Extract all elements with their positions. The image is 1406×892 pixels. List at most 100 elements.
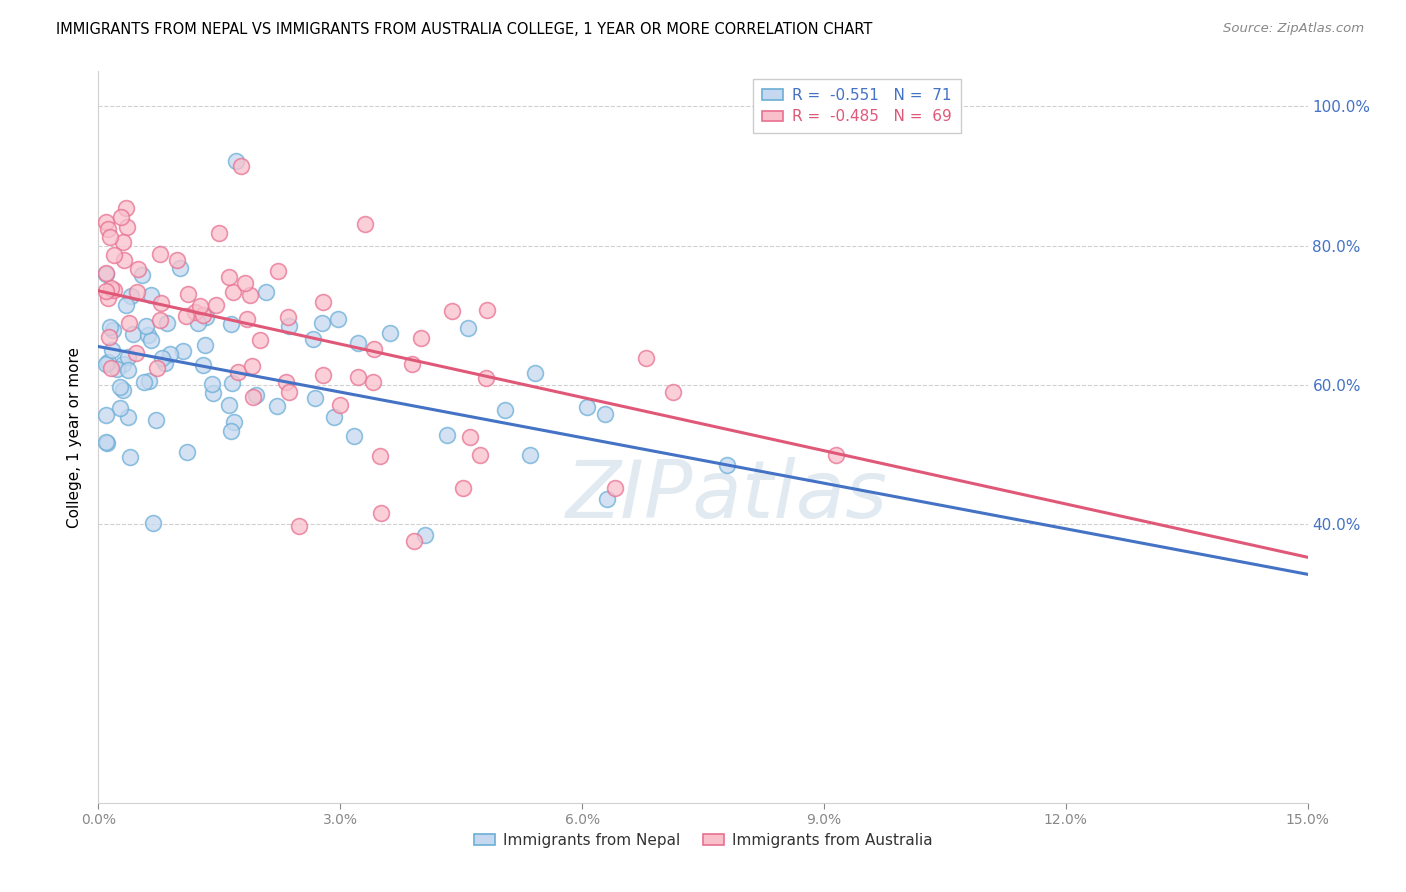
Point xyxy=(603,481,626,495)
Point xyxy=(322,410,344,425)
Point xyxy=(96,357,118,371)
Point xyxy=(304,391,326,405)
Point xyxy=(328,312,350,326)
Point xyxy=(277,310,299,324)
Point xyxy=(112,235,135,249)
Point xyxy=(221,285,243,299)
Point xyxy=(329,398,352,412)
Text: ZIPatlas: ZIPatlas xyxy=(567,457,889,534)
Point xyxy=(110,210,132,224)
Point xyxy=(274,376,297,390)
Point xyxy=(242,391,264,405)
Point xyxy=(96,266,118,280)
Point xyxy=(312,368,335,383)
Point xyxy=(149,246,172,260)
Point xyxy=(96,409,118,423)
Point xyxy=(134,376,156,390)
Point xyxy=(519,448,541,462)
Point xyxy=(110,380,132,394)
Point xyxy=(98,330,121,344)
Point xyxy=(404,534,426,549)
Point xyxy=(193,358,215,372)
Point xyxy=(166,253,188,268)
Point xyxy=(146,361,169,376)
Point xyxy=(370,506,392,520)
Point xyxy=(112,252,135,267)
Point xyxy=(634,351,657,365)
Point xyxy=(103,248,125,262)
Point xyxy=(302,332,325,346)
Point xyxy=(475,302,498,317)
Point xyxy=(174,309,197,323)
Point xyxy=(138,327,160,342)
Point xyxy=(187,316,209,330)
Point xyxy=(233,276,256,290)
Point xyxy=(105,362,128,376)
Point xyxy=(494,402,516,417)
Point xyxy=(97,354,120,368)
Point xyxy=(115,201,138,215)
Point xyxy=(96,434,118,449)
Point xyxy=(155,316,177,330)
Point xyxy=(172,344,194,359)
Point xyxy=(120,450,142,465)
Point xyxy=(153,356,176,370)
Point xyxy=(201,377,224,392)
Point xyxy=(524,366,547,380)
Text: Source: ZipAtlas.com: Source: ZipAtlas.com xyxy=(1223,22,1364,36)
Point xyxy=(194,338,217,352)
Point xyxy=(152,351,174,366)
Point xyxy=(100,230,122,244)
Point xyxy=(343,429,366,443)
Point xyxy=(401,357,423,371)
Point xyxy=(267,264,290,278)
Point xyxy=(411,331,433,345)
Point xyxy=(229,159,252,173)
Point xyxy=(96,215,118,229)
Point xyxy=(118,316,141,330)
Point xyxy=(451,481,474,495)
Point xyxy=(576,401,599,415)
Point xyxy=(96,435,118,450)
Point xyxy=(245,387,267,401)
Point xyxy=(142,516,165,531)
Point xyxy=(117,363,139,377)
Point xyxy=(159,346,181,360)
Point xyxy=(218,398,240,412)
Point xyxy=(204,297,226,311)
Point xyxy=(177,287,200,301)
Point xyxy=(278,319,301,334)
Point xyxy=(117,220,139,235)
Point xyxy=(219,424,242,438)
Legend: Immigrants from Nepal, Immigrants from Australia: Immigrants from Nepal, Immigrants from A… xyxy=(467,827,939,854)
Point xyxy=(103,323,125,337)
Point xyxy=(470,448,492,462)
Point xyxy=(287,519,309,533)
Point xyxy=(190,299,212,313)
Point xyxy=(101,343,124,358)
Point xyxy=(98,320,121,334)
Point xyxy=(249,333,271,347)
Point xyxy=(239,288,262,302)
Point xyxy=(120,289,142,303)
Point xyxy=(825,448,848,462)
Point xyxy=(114,298,136,312)
Point xyxy=(254,285,277,299)
Point xyxy=(110,401,132,416)
Point xyxy=(441,304,464,318)
Point xyxy=(169,261,191,276)
Point xyxy=(219,317,242,331)
Point xyxy=(413,528,436,542)
Point xyxy=(127,285,149,299)
Point xyxy=(117,350,139,364)
Point xyxy=(191,308,214,322)
Point xyxy=(100,281,122,295)
Text: IMMIGRANTS FROM NEPAL VS IMMIGRANTS FROM AUSTRALIA COLLEGE, 1 YEAR OR MORE CORRE: IMMIGRANTS FROM NEPAL VS IMMIGRANTS FROM… xyxy=(56,22,873,37)
Point xyxy=(368,450,391,464)
Point xyxy=(97,291,120,305)
Point xyxy=(346,336,368,351)
Point xyxy=(266,399,288,413)
Point xyxy=(145,412,167,426)
Point xyxy=(149,313,172,327)
Point xyxy=(150,296,173,310)
